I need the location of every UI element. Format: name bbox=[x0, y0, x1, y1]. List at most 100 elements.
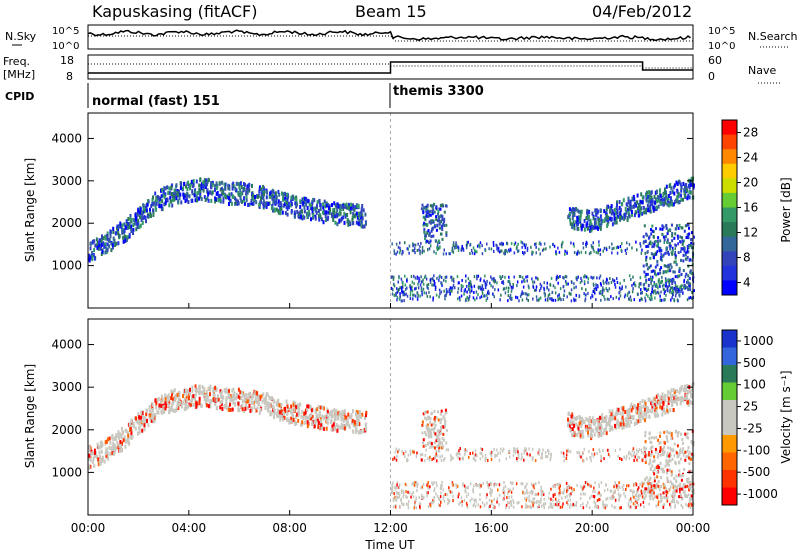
echo-cell bbox=[648, 190, 651, 195]
echo-cell bbox=[192, 394, 195, 399]
echo-cell bbox=[652, 402, 655, 407]
echo-cell bbox=[491, 491, 493, 495]
echo-cell bbox=[395, 486, 398, 490]
echo-cell bbox=[186, 389, 189, 394]
echo-cell bbox=[152, 413, 155, 417]
echo-cell bbox=[413, 282, 415, 286]
echo-cell bbox=[551, 291, 553, 294]
echo-cell bbox=[485, 496, 488, 500]
echo-cell bbox=[671, 189, 674, 194]
echo-cell bbox=[669, 408, 672, 413]
echo-cell bbox=[663, 407, 666, 412]
cpid-mode-normal: normal (fast) 151 bbox=[92, 94, 220, 109]
echo-cell bbox=[663, 298, 665, 302]
echo-cell bbox=[563, 454, 565, 458]
echo-cell bbox=[219, 389, 222, 394]
echo-cell bbox=[295, 195, 298, 200]
echo-cell bbox=[643, 403, 646, 408]
echo-cell bbox=[113, 239, 116, 244]
echo-cell bbox=[438, 207, 441, 211]
echo-cell bbox=[459, 447, 461, 451]
echo-cell bbox=[445, 292, 448, 296]
echo-cell bbox=[657, 242, 660, 246]
echo-cell bbox=[525, 447, 527, 451]
freq-series bbox=[88, 61, 693, 74]
echo-cell bbox=[397, 496, 399, 500]
echo-cell bbox=[689, 485, 691, 489]
echo-cell bbox=[435, 251, 437, 255]
echo-cell bbox=[441, 228, 444, 231]
echo-cell bbox=[91, 459, 94, 464]
echo-cell bbox=[462, 483, 464, 487]
echo-cell bbox=[570, 414, 573, 419]
echo-cell bbox=[640, 192, 643, 197]
echo-cell bbox=[435, 416, 438, 420]
echo-cell bbox=[416, 276, 418, 280]
echo-cell bbox=[325, 210, 327, 215]
echo-cell bbox=[425, 277, 428, 281]
echo-cell bbox=[587, 210, 590, 215]
echo-cell bbox=[658, 284, 661, 288]
echo-cell bbox=[558, 501, 561, 505]
echo-cell bbox=[655, 450, 657, 454]
echo-cell bbox=[394, 450, 397, 454]
echo-cell bbox=[669, 247, 672, 251]
echo-cell bbox=[168, 406, 171, 411]
echo-cell bbox=[303, 205, 306, 210]
echo-cell bbox=[414, 247, 416, 251]
echo-cell bbox=[660, 255, 662, 259]
echo-cell bbox=[426, 285, 428, 289]
echo-cell bbox=[688, 284, 690, 288]
echo-cell bbox=[559, 484, 561, 488]
echo-cell bbox=[674, 294, 677, 298]
echo-cell bbox=[243, 409, 246, 414]
echo-cell bbox=[666, 251, 669, 255]
echo-cell bbox=[500, 276, 502, 280]
echo-cell bbox=[467, 284, 470, 288]
echo-cell bbox=[171, 392, 173, 397]
velocity-echoes bbox=[88, 319, 695, 515]
echo-cell bbox=[426, 494, 428, 498]
echo-cell bbox=[132, 228, 135, 232]
echo-cell bbox=[640, 291, 642, 295]
echo-cell bbox=[471, 251, 474, 255]
echo-cell bbox=[608, 297, 610, 301]
echo-cell bbox=[359, 213, 362, 217]
echo-cell bbox=[194, 387, 197, 392]
echo-cell bbox=[246, 397, 249, 402]
echo-cell bbox=[89, 452, 92, 457]
echo-cell bbox=[329, 208, 332, 213]
echo-cell bbox=[450, 458, 452, 462]
echo-cell bbox=[639, 298, 641, 302]
echo-cell bbox=[351, 418, 354, 423]
echo-cell bbox=[525, 243, 527, 247]
echo-cell bbox=[653, 269, 656, 273]
echo-cell bbox=[608, 419, 610, 424]
echo-cell bbox=[289, 203, 292, 208]
echo-cell bbox=[660, 395, 663, 400]
echo-cell bbox=[330, 412, 333, 417]
echo-cell bbox=[406, 286, 408, 290]
echo-cell bbox=[650, 228, 652, 232]
echo-cell bbox=[100, 239, 103, 243]
echo-cell bbox=[634, 506, 637, 510]
echo-cell bbox=[660, 249, 663, 253]
echo-cell bbox=[320, 422, 323, 427]
echo-cell bbox=[613, 207, 616, 212]
echo-cell bbox=[688, 276, 691, 280]
echo-cell bbox=[262, 199, 265, 204]
echo-cell bbox=[632, 453, 635, 457]
echo-cell bbox=[412, 297, 414, 301]
echo-cell bbox=[352, 205, 355, 210]
echo-cell bbox=[158, 204, 161, 208]
echo-cell bbox=[629, 452, 632, 456]
echo-cell bbox=[452, 244, 454, 247]
echo-cell bbox=[443, 457, 446, 461]
echo-cell bbox=[348, 220, 351, 225]
echo-cell bbox=[448, 290, 450, 294]
echo-cell bbox=[433, 250, 435, 254]
echo-cell bbox=[582, 419, 585, 424]
echo-cell bbox=[567, 498, 569, 502]
echo-cell bbox=[190, 198, 193, 203]
echo-cell bbox=[665, 226, 668, 230]
